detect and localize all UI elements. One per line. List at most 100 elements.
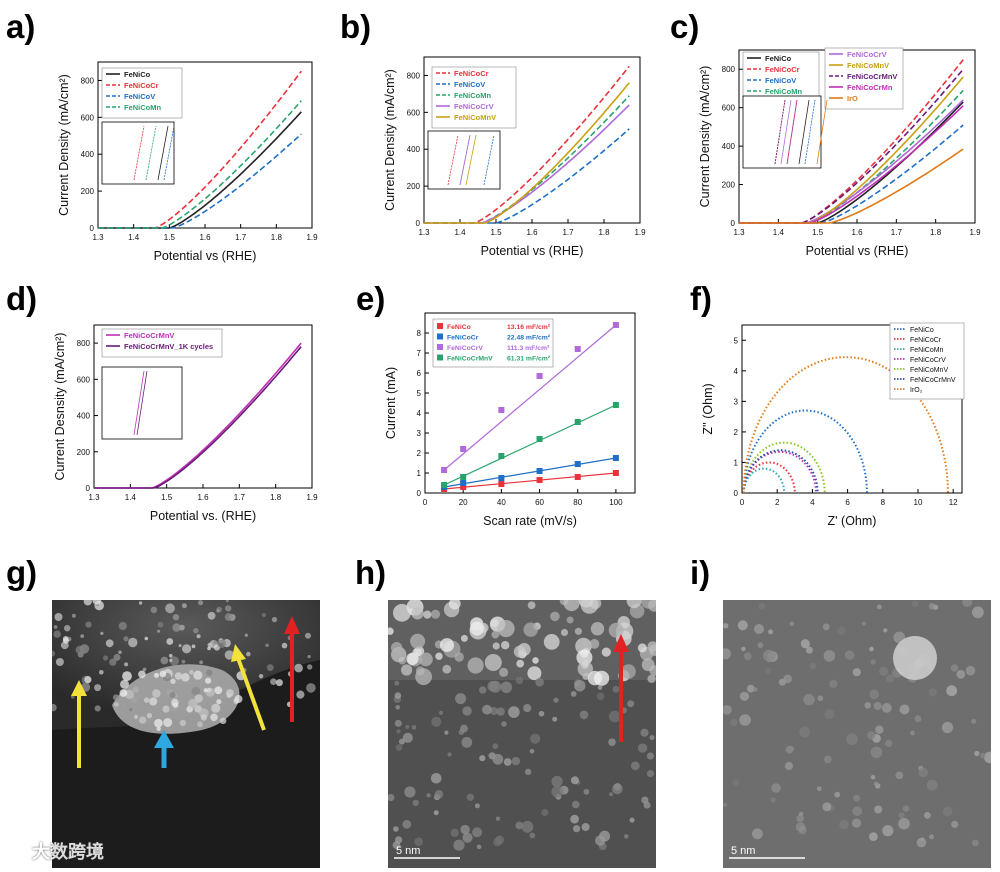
- data-point: [460, 474, 467, 480]
- particle: [649, 644, 656, 656]
- particle: [597, 685, 603, 690]
- particle: [946, 685, 958, 697]
- data-point: [498, 475, 505, 481]
- particle: [805, 646, 813, 654]
- x-tick-label: 1.5: [164, 233, 176, 242]
- particle: [270, 678, 277, 685]
- particle: [401, 664, 413, 676]
- particle: [739, 714, 751, 726]
- particle: [867, 731, 876, 740]
- x-tick-label: 1.4: [454, 228, 466, 237]
- particle: [898, 817, 910, 830]
- x-tick-label: 1.4: [128, 233, 140, 242]
- particle: [784, 761, 793, 771]
- x-axis-label: Potential vs (RHE): [806, 244, 909, 258]
- particle: [80, 634, 85, 638]
- particle: [203, 688, 208, 693]
- particle: [306, 683, 316, 693]
- particle: [501, 641, 510, 650]
- inset-frame: [101, 121, 175, 185]
- particle: [823, 755, 832, 764]
- particle: [527, 666, 542, 681]
- y-tick-label: 5: [417, 389, 422, 398]
- particle: [730, 718, 738, 727]
- particle: [529, 748, 535, 754]
- x-tick-label: 1.6: [199, 233, 211, 242]
- particle: [883, 628, 888, 633]
- chart-e-capacitance: 0 20 40 60 80 100 0 1 2 3 4 5 6 7 8 Scan rate (mV/s) Cur…: [384, 312, 636, 528]
- particle: [513, 645, 526, 658]
- particle: [442, 664, 452, 674]
- particle: [511, 756, 521, 766]
- particle: [266, 664, 274, 671]
- x-tick-label: 2: [775, 498, 780, 507]
- particle: [472, 827, 483, 838]
- y-tick-label: 800: [407, 71, 421, 80]
- particle: [103, 655, 109, 661]
- particle: [415, 668, 432, 686]
- inset-line: [798, 99, 810, 165]
- particle: [560, 628, 569, 637]
- particle: [581, 823, 590, 831]
- particle: [956, 669, 966, 679]
- micrograph-h-image: 5 nm: [388, 600, 656, 868]
- particle: [431, 716, 442, 727]
- plot-frame: [741, 324, 963, 494]
- x-tick-label: 1.9: [306, 493, 318, 502]
- x-tick-label: 40: [497, 498, 506, 507]
- y-axis-label: Current Density (mA/cm²): [383, 69, 397, 211]
- plot-frame: [424, 312, 636, 494]
- particle: [574, 680, 586, 692]
- particle: [737, 620, 748, 631]
- particle: [570, 776, 579, 785]
- legend-label: FeNiCoCrV: [447, 345, 483, 352]
- particle: [910, 730, 915, 736]
- particle: [926, 779, 938, 791]
- particle: [541, 808, 549, 817]
- inset-line: [465, 134, 477, 186]
- particle: [583, 788, 590, 795]
- particle: [119, 689, 128, 697]
- series-line: [98, 70, 302, 229]
- particle: [154, 672, 159, 678]
- legend: FeNiCo FeNiCoCr FeNiCoMn FeNiCoCrV FeNiCoMnV…: [889, 322, 965, 400]
- particle: [752, 828, 763, 840]
- inset-frame: [427, 130, 501, 190]
- series-line: [739, 148, 964, 224]
- legend-label: FeNiCoCr: [454, 69, 489, 78]
- particle: [523, 622, 538, 637]
- particle: [216, 699, 222, 705]
- x-tick-label: 1.7: [562, 228, 574, 237]
- y-axis-label: Z'' (Ohm): [701, 383, 715, 434]
- particle: [523, 704, 532, 713]
- legend-label: FeNiCoMnV: [910, 367, 948, 374]
- y-tick-label: 600: [407, 108, 421, 117]
- particle: [621, 664, 636, 679]
- particle: [281, 642, 288, 649]
- particle: [122, 671, 132, 681]
- nyquist-arc: [742, 467, 786, 493]
- particle: [181, 603, 187, 609]
- particle: [118, 650, 122, 654]
- particle: [129, 708, 133, 712]
- particle: [573, 825, 581, 833]
- data-point: [612, 470, 619, 476]
- y-tick-label: 7: [417, 349, 422, 358]
- particle: [824, 709, 835, 720]
- particle: [739, 691, 750, 701]
- particle: [799, 726, 811, 738]
- watermark-icon: [0, 843, 26, 863]
- inset-zoom: [742, 95, 828, 169]
- particle: [577, 661, 593, 677]
- particle: [612, 685, 620, 693]
- data-point: [574, 461, 581, 467]
- particle: [851, 818, 862, 828]
- nyquist-arc: [742, 409, 868, 494]
- inset-line: [157, 125, 169, 181]
- particle: [138, 601, 143, 605]
- particle: [169, 692, 176, 698]
- y-tick-label: 600: [81, 113, 95, 122]
- particle: [646, 752, 654, 760]
- particle: [181, 659, 186, 664]
- y-tick-label: 800: [77, 339, 91, 348]
